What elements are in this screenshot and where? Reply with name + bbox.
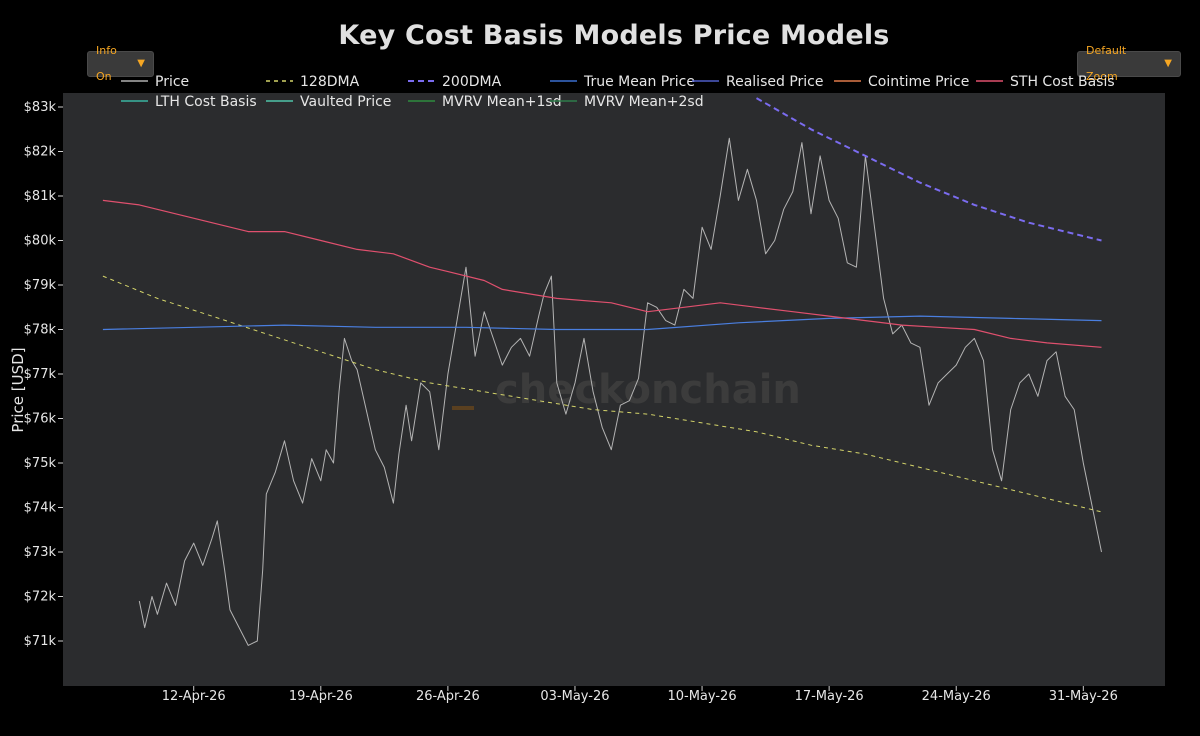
plot-area — [63, 93, 1165, 686]
info-toggle-label: Info On — [96, 44, 117, 83]
y-tick-label: $73k — [24, 545, 57, 560]
x-tick-label: 26-Apr-26 — [416, 689, 480, 704]
series-line-128dma — [102, 275, 1102, 513]
default-zoom-label: Default Zoom — [1086, 44, 1127, 83]
legend-item-label: STH Cost Basis — [1010, 74, 1115, 90]
chart-title: Key Cost Basis Models Price Models — [338, 20, 890, 51]
chevron-down-icon: ▼ — [137, 58, 145, 69]
legend-item-label: LTH Cost Basis — [155, 94, 257, 110]
axis-group: $71k $72k $73k $74k $75k $76k $77k $78k $79k $80k… — [24, 100, 1118, 704]
legend-item-label: MVRV Mean+1sd — [442, 94, 562, 110]
x-tick-label: 03-May-26 — [540, 689, 609, 704]
x-tick-label: 12-Apr-26 — [162, 689, 226, 704]
y-tick-label: $78k — [24, 323, 57, 338]
info-toggle-button[interactable]: Info On ▼ — [87, 44, 154, 83]
legend: Price 128DMA 200DMA True Mean Price Realised… — [121, 74, 1115, 110]
y-tick-label: $79k — [24, 278, 57, 293]
x-tick-label: 10-May-26 — [667, 689, 736, 704]
legend-item-label: Vaulted Price — [300, 94, 391, 110]
watermark-logo-mark — [452, 406, 474, 410]
legend-item-label: Price — [155, 74, 189, 90]
legend-item-label: 200DMA — [442, 74, 502, 90]
y-tick-label: $77k — [24, 367, 57, 382]
legend-item-label: MVRV Mean+2sd — [584, 94, 704, 110]
legend-item-label: 128DMA — [300, 74, 360, 90]
y-tick-label: $80k — [24, 234, 57, 249]
legend-item-label: Realised Price — [726, 74, 823, 90]
y-tick-label: $81k — [24, 189, 57, 204]
x-tick-label: 24-May-26 — [922, 689, 991, 704]
y-tick-label: $75k — [24, 456, 57, 471]
series-line-true-mean-price — [102, 315, 1102, 331]
legend-item-label: Cointime Price — [868, 74, 969, 90]
y-tick-label: $71k — [24, 634, 57, 649]
series-line-price — [138, 137, 1102, 646]
x-tick-label: 19-Apr-26 — [289, 689, 353, 704]
y-tick-label: $72k — [24, 590, 57, 605]
x-tick-label: 17-May-26 — [795, 689, 864, 704]
y-tick-label: $76k — [24, 412, 57, 427]
y-tick-label: $74k — [24, 501, 57, 516]
default-zoom-button[interactable]: Default Zoom ▼ — [1077, 44, 1181, 83]
watermark-text: checkonchain — [495, 367, 801, 413]
y-tick-label: $83k — [24, 100, 57, 115]
series-line-sth-cost-basis — [102, 199, 1102, 348]
y-axis-label: Price [USD] — [9, 347, 27, 432]
series-line-200dma — [756, 97, 1102, 242]
x-tick-label: 31-May-26 — [1049, 689, 1118, 704]
series-group — [102, 97, 1102, 646]
legend-item-label: True Mean Price — [583, 74, 695, 90]
y-tick-label: $82k — [24, 145, 57, 160]
chevron-down-icon: ▼ — [1164, 58, 1172, 69]
